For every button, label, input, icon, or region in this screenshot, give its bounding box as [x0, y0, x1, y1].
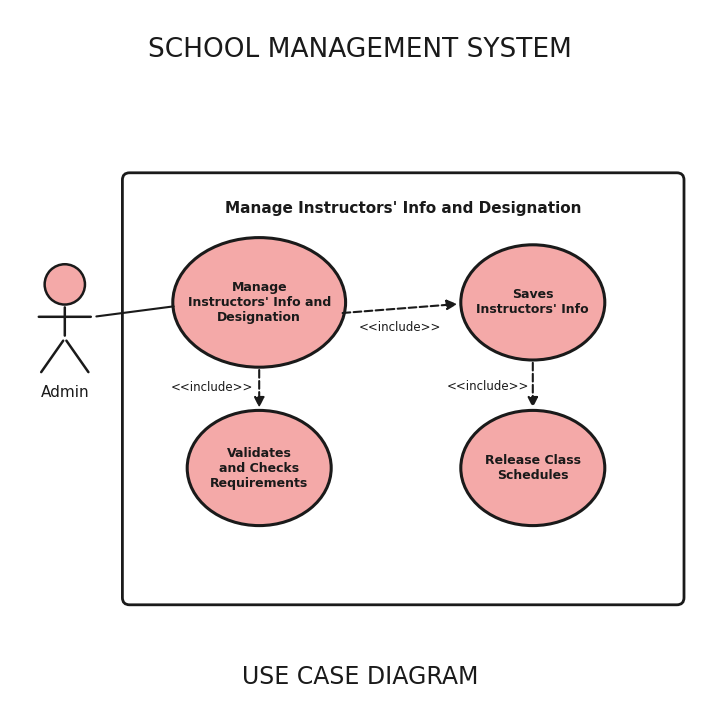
Text: <<include>>: <<include>>	[447, 380, 529, 393]
Ellipse shape	[187, 410, 331, 526]
Text: Release Class
Schedules: Release Class Schedules	[485, 454, 581, 482]
Text: Manage
Instructors' Info and
Designation: Manage Instructors' Info and Designation	[188, 281, 330, 324]
Text: <<include>>: <<include>>	[359, 321, 441, 334]
Text: Admin: Admin	[40, 385, 89, 400]
Text: Saves
Instructors' Info: Saves Instructors' Info	[477, 289, 589, 316]
FancyBboxPatch shape	[122, 173, 684, 605]
Text: Validates
and Checks
Requirements: Validates and Checks Requirements	[210, 446, 308, 490]
Circle shape	[45, 264, 85, 305]
Text: SCHOOL MANAGEMENT SYSTEM: SCHOOL MANAGEMENT SYSTEM	[148, 37, 572, 63]
Ellipse shape	[461, 245, 605, 360]
Text: USE CASE DIAGRAM: USE CASE DIAGRAM	[242, 665, 478, 689]
Ellipse shape	[461, 410, 605, 526]
Text: Manage Instructors' Info and Designation: Manage Instructors' Info and Designation	[225, 202, 582, 216]
Text: <<include>>: <<include>>	[171, 381, 253, 394]
Ellipse shape	[173, 238, 346, 367]
